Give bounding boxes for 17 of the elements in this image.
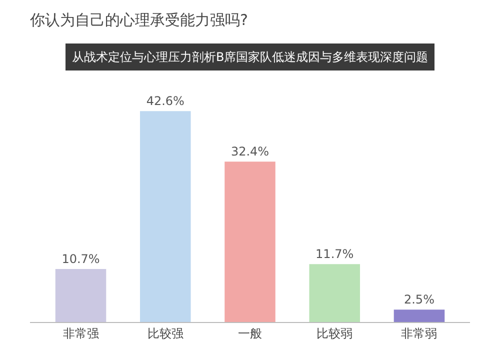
- bar: [224, 162, 276, 322]
- x-tick-label: 非常弱: [401, 326, 438, 340]
- chart-title: 你认为自己的心理承受能力强吗?: [29, 10, 248, 29]
- data-label: 32.4%: [230, 144, 270, 159]
- bar: [394, 310, 445, 322]
- data-label: 2.5%: [404, 292, 434, 307]
- x-tick-label: 比较弱: [316, 326, 353, 340]
- chart-subtitle: 从战术定位与心理压力剖析B席国家队低迷成因与多维表现深度问题: [72, 50, 428, 64]
- x-tick-label: 一般: [238, 326, 262, 340]
- bar: [55, 269, 106, 322]
- data-label: 11.7%: [316, 247, 354, 262]
- bar: [140, 111, 191, 322]
- x-tick-label: 比较强: [147, 326, 184, 340]
- data-label: 42.6%: [146, 94, 184, 108]
- x-tick-label: 非常强: [62, 326, 99, 340]
- data-label: 10.7%: [62, 252, 100, 266]
- bar: [309, 264, 360, 322]
